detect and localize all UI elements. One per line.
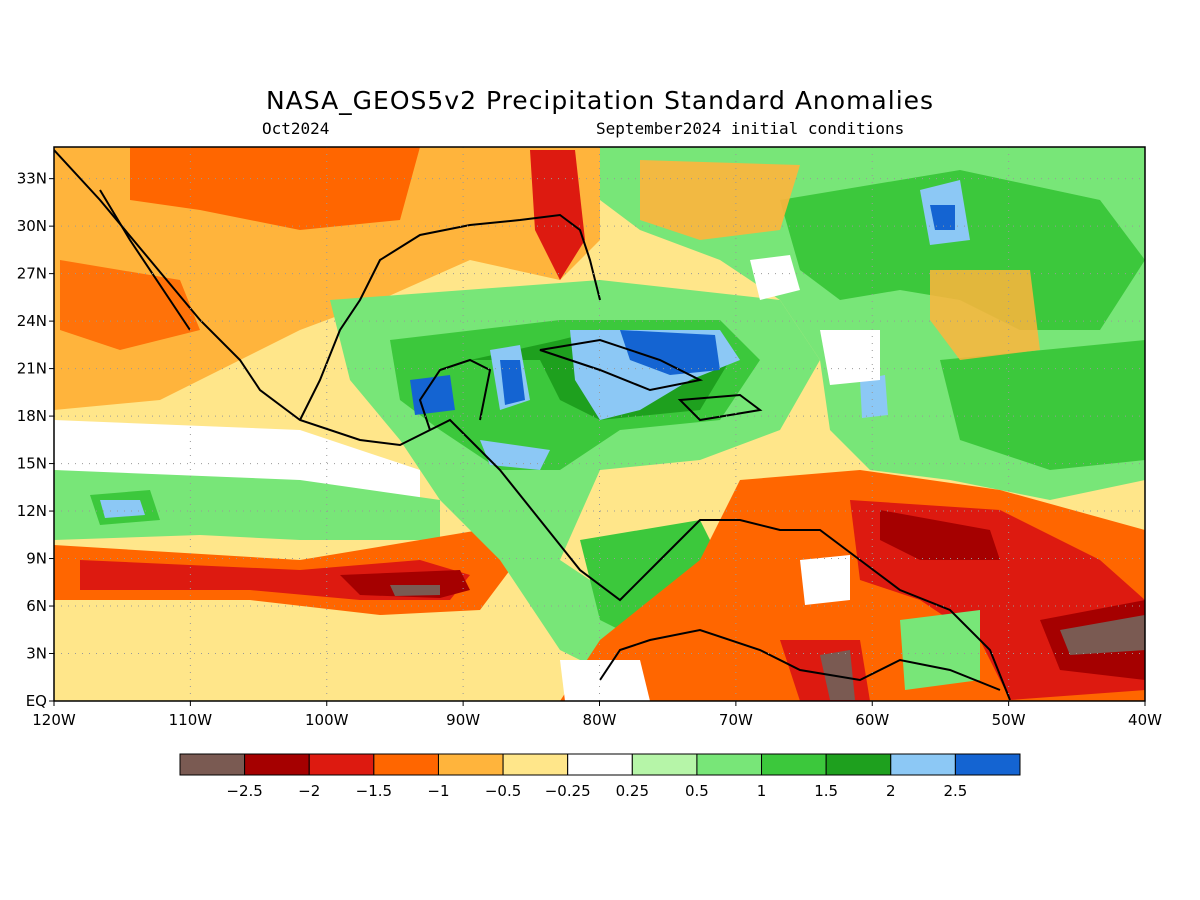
lat-label: 24N (17, 312, 47, 330)
colorbar-label: −0.25 (545, 782, 591, 800)
colorbar-swatch (244, 753, 310, 776)
colorbar (179, 753, 1021, 776)
colorbar-label: 1 (757, 782, 767, 800)
map-title: NASA_GEOS5v2 Precipitation Standard Anom… (265, 86, 935, 115)
lon-label: 120W (32, 711, 76, 729)
colorbar-swatch (567, 753, 633, 776)
lon-label: 70W (719, 711, 753, 729)
lat-label: 15N (17, 455, 47, 473)
lat-label: EQ (26, 692, 47, 710)
lat-label: 6N (26, 597, 47, 615)
colorbar-label: −1 (427, 782, 449, 800)
colorbar-swatch (890, 753, 956, 776)
colorbar-swatch (631, 753, 698, 776)
colorbar-swatch (502, 753, 569, 776)
colorbar-swatch (761, 753, 827, 776)
colorbar-swatch (825, 753, 892, 776)
colorbar-label: 0.5 (685, 782, 709, 800)
colorbar-label: 1.5 (814, 782, 838, 800)
lat-label: 3N (26, 645, 47, 663)
lon-label: 40W (1128, 711, 1162, 729)
colorbar-swatch (308, 753, 375, 776)
map-plot-area (53, 146, 1146, 702)
lat-label: 21N (17, 360, 47, 378)
lon-label: 100W (305, 711, 349, 729)
colorbar-label: 2 (886, 782, 896, 800)
initial-conditions: September2024 initial conditions (596, 119, 905, 138)
colorbar-label: −2.5 (226, 782, 262, 800)
forecast-month: Oct2024 (262, 119, 330, 138)
lat-label: 12N (17, 502, 47, 520)
colorbar-swatch (954, 753, 1021, 776)
colorbar-swatch (179, 753, 246, 776)
lat-label: 33N (17, 170, 47, 188)
colorbar-labels: −2.5 −2 −1.5 −1 −0.5 −0.25 0.25 0.5 1 1.5 2 2.5 (226, 782, 967, 800)
lat-label: 18N (17, 407, 47, 425)
colorbar-swatch (437, 753, 504, 776)
latitude-labels: EQ 3N 6N 9N 12N 15N 18N 21N 24N 27N 30N 33N (17, 170, 54, 710)
lat-label: 27N (17, 265, 47, 283)
colorbar-swatch (696, 753, 763, 776)
lon-label: 80W (583, 711, 617, 729)
colorbar-label: −2 (298, 782, 320, 800)
lat-label: 30N (17, 217, 47, 235)
lat-label: 9N (26, 550, 47, 568)
lon-label: 110W (169, 711, 213, 729)
anomaly-field (54, 147, 1145, 701)
colorbar-swatch (373, 753, 439, 776)
longitude-labels: 120W 110W 100W 90W 80W 70W 60W 50W 40W (32, 701, 1162, 729)
colorbar-label: −0.5 (485, 782, 521, 800)
coastlines (54, 149, 1011, 701)
colorbar-label: 0.25 (616, 782, 649, 800)
lon-label: 90W (446, 711, 480, 729)
lon-label: 60W (855, 711, 889, 729)
lon-label: 50W (992, 711, 1026, 729)
colorbar-label: −1.5 (356, 782, 392, 800)
colorbar-label: 2.5 (943, 782, 967, 800)
